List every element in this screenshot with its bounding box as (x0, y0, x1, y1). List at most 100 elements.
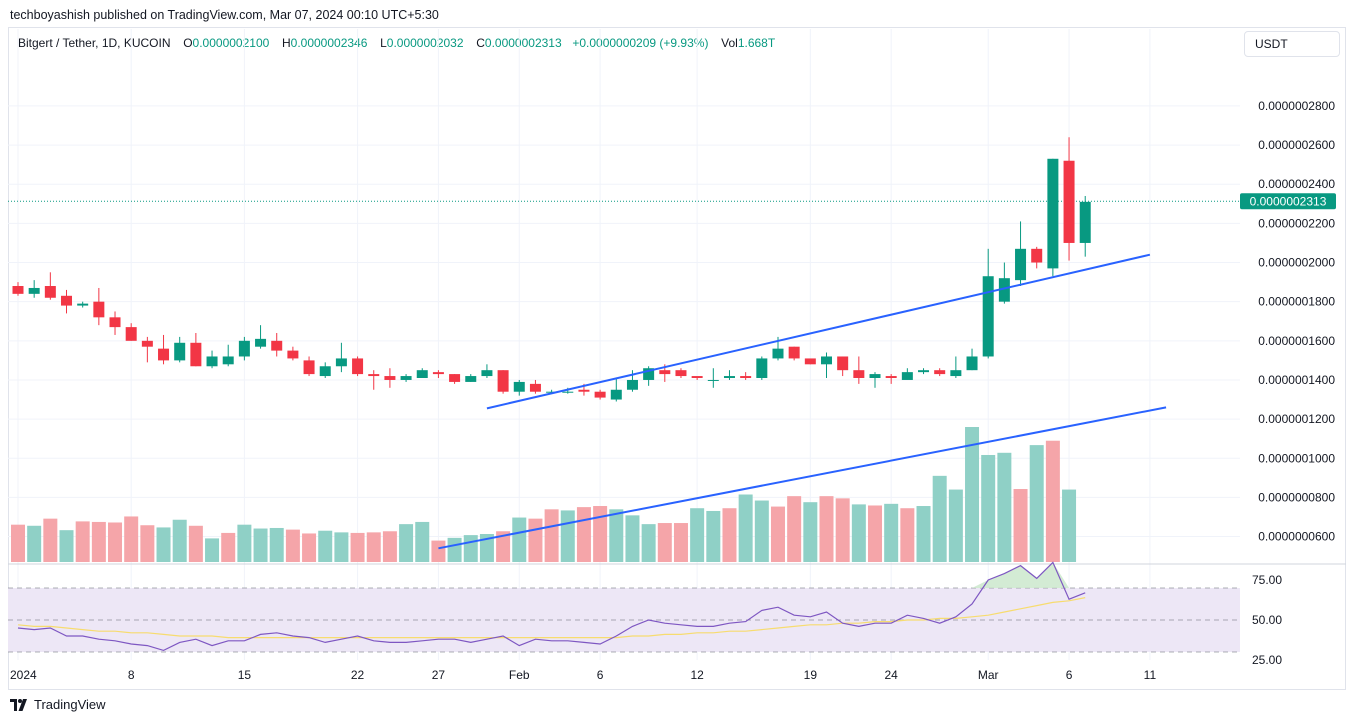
candle-body (950, 370, 962, 377)
candle-body (238, 340, 250, 357)
candle-body (821, 356, 832, 365)
volume-bar (285, 529, 300, 562)
price-tick-label: 0.0000002600 (1258, 138, 1335, 152)
volume-bar (11, 524, 25, 562)
candle-body (562, 391, 574, 393)
candle-body (77, 303, 89, 306)
candle-body (319, 366, 331, 377)
rsi-tick-label: 25.00 (1252, 653, 1282, 667)
candle-body (303, 360, 315, 375)
rsi-tick-label: 75.00 (1252, 573, 1282, 587)
candle-body (352, 358, 364, 375)
volume-bar (738, 494, 753, 562)
tradingview-brand[interactable]: TradingView (10, 697, 106, 712)
candle-body (271, 340, 283, 351)
volume-bar (900, 508, 915, 562)
candle-body (837, 356, 849, 371)
candle-body (853, 370, 865, 379)
rsi-ma-line (17, 597, 1086, 639)
candle-body (400, 376, 412, 380)
candle-body (481, 370, 493, 377)
volume-bar (124, 516, 139, 562)
candle-body (723, 376, 735, 379)
volume-bar (269, 527, 284, 562)
time-tick-label: 15 (238, 668, 252, 682)
candle-body (1031, 248, 1043, 263)
volume-bar (657, 523, 672, 562)
low-value: 0.0000002032 (386, 36, 464, 50)
volume-bar (188, 525, 203, 562)
volume-bar (625, 515, 640, 562)
candle-body (158, 348, 170, 361)
time-tick-label: 2024 (10, 668, 37, 682)
volume-bar (722, 508, 737, 562)
volume-bar (156, 527, 171, 562)
close-label: C (476, 36, 485, 50)
candle-body (222, 356, 234, 365)
volume-bar (544, 509, 559, 562)
candle-body (1063, 160, 1075, 243)
high-label: H (281, 36, 291, 50)
time-tick-label: 6 (1066, 668, 1073, 682)
volume-bar (108, 522, 123, 562)
price-tick-label: 0.0000001800 (1258, 295, 1335, 309)
volume-bar (884, 503, 899, 562)
currency-selector-button[interactable]: USDT (1244, 31, 1340, 57)
volume-bar (415, 521, 430, 562)
volume-bar (1045, 440, 1060, 562)
candle-body (772, 348, 784, 359)
volume-bar (868, 505, 883, 562)
candle-body (109, 317, 121, 328)
volume-bar (1029, 445, 1044, 562)
volume-bar (819, 496, 834, 562)
trendline-volume (438, 406, 1167, 550)
volume-bar (948, 489, 963, 562)
volume-bar (431, 540, 446, 562)
volume-bar (641, 524, 656, 562)
candle-body (513, 381, 525, 392)
candle-body (578, 389, 590, 392)
volume-bar (593, 506, 608, 562)
candle-body (966, 356, 978, 371)
candle-body (659, 370, 671, 375)
volume-value: 1.668T (737, 36, 776, 50)
candle-body (61, 295, 73, 306)
open-value: 0.0000002100 (192, 36, 270, 50)
volume-bar (318, 530, 333, 562)
price-tick-label: 0.0000002400 (1258, 177, 1335, 191)
candle-body (529, 383, 541, 392)
low-label: L (380, 36, 387, 50)
price-tick-label: 0.0000000800 (1258, 490, 1335, 504)
candle-body (869, 374, 881, 379)
candle-body (206, 356, 218, 367)
volume-bar (382, 531, 397, 562)
candle-body (626, 379, 638, 390)
volume-bar (560, 510, 575, 562)
time-tick-label: 27 (432, 668, 446, 682)
candle-body (998, 278, 1010, 302)
volume-bar (205, 538, 220, 562)
rsi-overbought-fill (972, 562, 1070, 588)
volume-bar (140, 525, 155, 562)
candle-body (432, 372, 444, 375)
brand-label: TradingView (34, 697, 106, 712)
ohlc-legend: Bitgert / Tether, 1D, KUCOIN O0.00000021… (18, 36, 775, 50)
candle-body (28, 287, 40, 294)
symbol-label[interactable]: Bitgert / Tether, 1D, KUCOIN (18, 36, 171, 50)
volume-bar (302, 533, 317, 562)
rsi-tick-label: 50.00 (1252, 613, 1282, 627)
volume-bar (690, 508, 705, 562)
last-price-badge (1240, 193, 1336, 210)
volume-bar (27, 525, 42, 562)
volume-bar (172, 519, 187, 562)
price-tick-label: 0.0000001000 (1258, 451, 1335, 465)
open-label: O (183, 36, 193, 50)
candle-body (546, 391, 558, 393)
candle-body (594, 391, 606, 398)
volume-bar (237, 524, 252, 562)
volume-bar (706, 510, 721, 562)
price-tick-label: 0.0000001600 (1258, 334, 1335, 348)
time-tick-label: 19 (804, 668, 818, 682)
candle-body (901, 372, 913, 380)
